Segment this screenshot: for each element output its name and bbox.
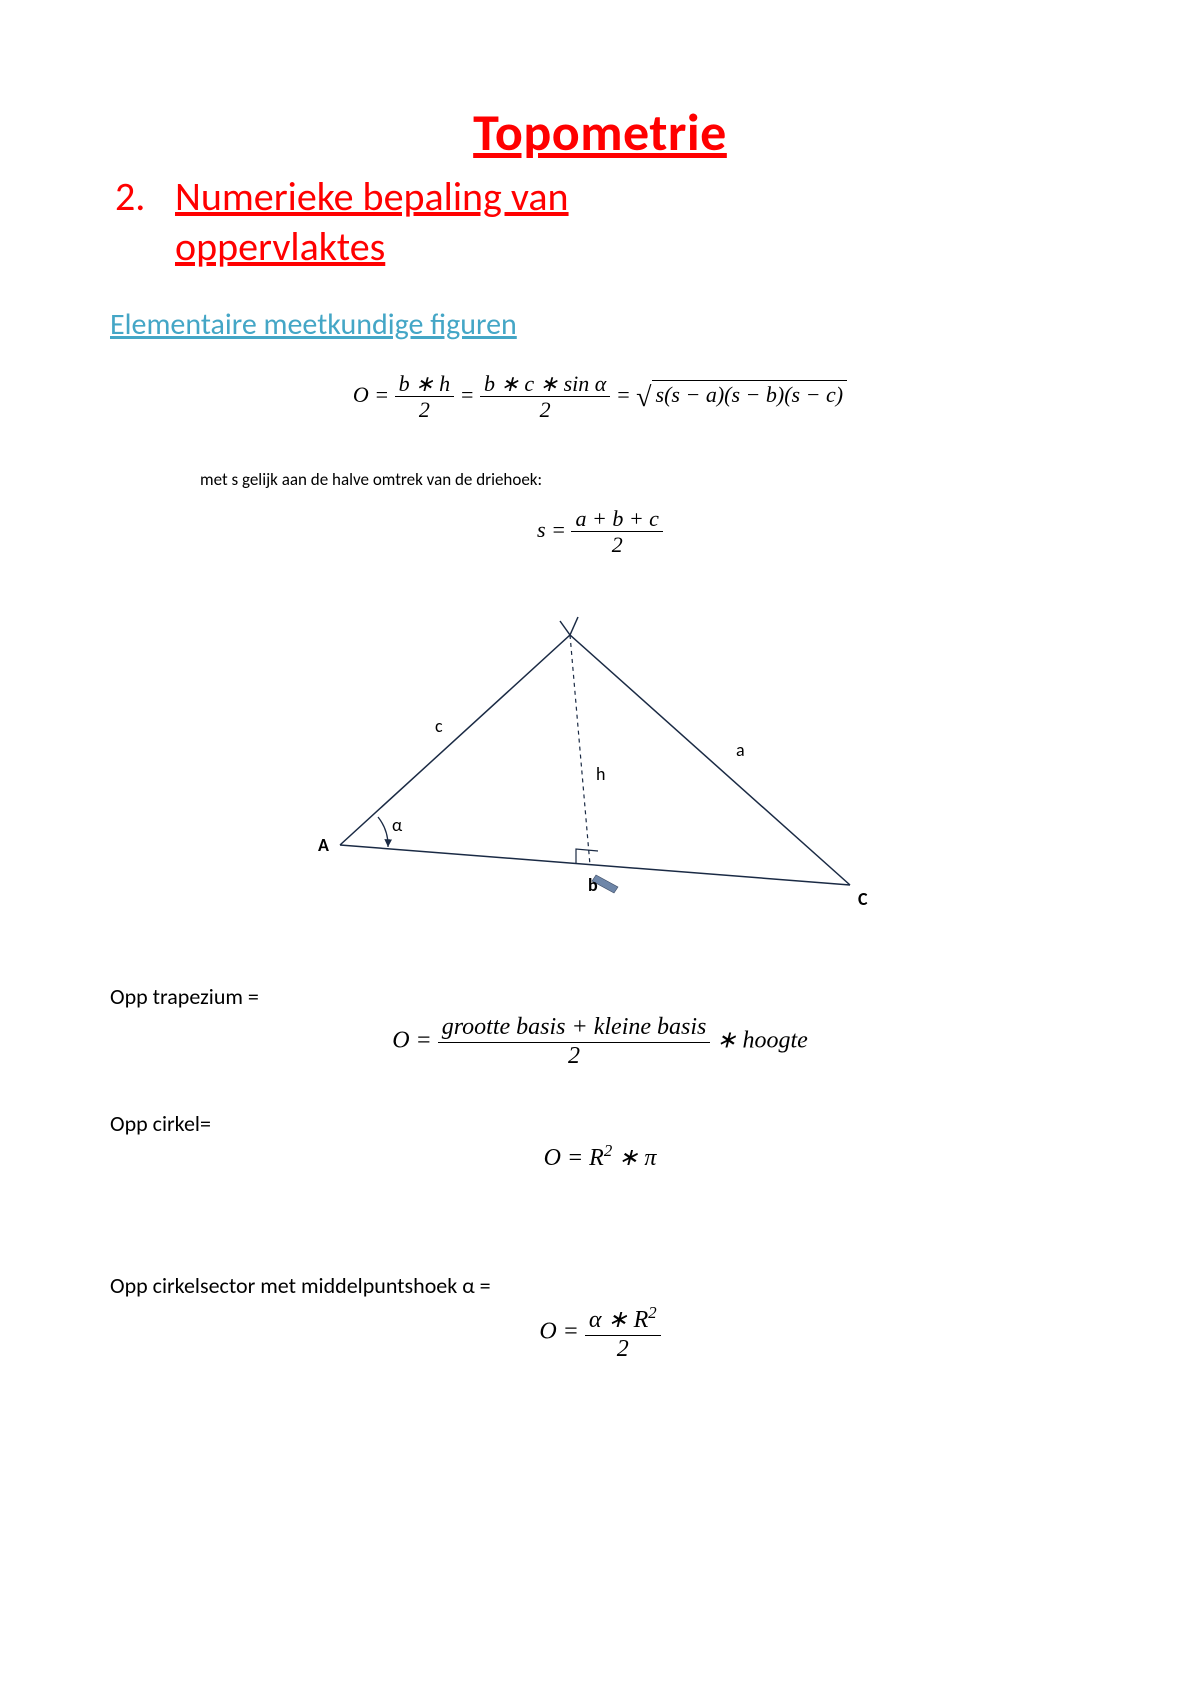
svg-text:A: A xyxy=(318,834,329,856)
triangle-diagram: A Cc a b h α xyxy=(110,595,1090,925)
svg-text:h: h xyxy=(596,763,605,785)
label-sector: Opp cirkelsector met middelpuntshoek α = xyxy=(110,1272,1090,1299)
sqrt-icon: √ xyxy=(636,382,651,413)
formula-trapezium: O = grootte basis + kleine basis 2 ∗ hoo… xyxy=(110,1014,1090,1070)
note-s-definition: met s gelijk aan de halve omtrek van de … xyxy=(200,469,1090,490)
svg-text:b: b xyxy=(588,874,598,896)
formula-circle: O = R2 ∗ π xyxy=(110,1141,1090,1172)
sector-frac: α ∗ R2 2 xyxy=(585,1303,661,1363)
sector-lead: O = xyxy=(539,1319,585,1345)
formula-sector: O = α ∗ R2 2 xyxy=(110,1303,1090,1363)
trap-tail: ∗ hoogte xyxy=(716,1028,807,1054)
heron-radicand: s(s − a)(s − b)(s − c) xyxy=(652,380,848,408)
section-heading: 2. Numerieke bepaling van xyxy=(110,172,1090,222)
subsection-heading: Elementaire meetkundige figuren xyxy=(110,306,1090,343)
heron-frac-bh2: b ∗ h 2 xyxy=(395,371,454,423)
heron-eq2: = xyxy=(616,382,636,407)
label-circle: Opp cirkel= xyxy=(110,1110,1090,1137)
heron-sqrt: √s(s − a)(s − b)(s − c) xyxy=(636,380,847,414)
s-frac: a + b + c 2 xyxy=(571,506,662,558)
page: Topometrie 2. Numerieke bepaling van opp… xyxy=(0,0,1200,1697)
trap-lead: O = xyxy=(392,1028,438,1054)
section-title-line2: oppervlaktes xyxy=(110,222,1090,272)
svg-text:a: a xyxy=(736,739,745,761)
heron-eq1: = xyxy=(460,382,480,407)
heron-lead: O = xyxy=(353,382,389,407)
section-number: 2. xyxy=(110,172,175,221)
s-lead: s = xyxy=(537,516,571,541)
section-title-line1: Numerieke bepaling van xyxy=(175,172,569,222)
svg-text:C: C xyxy=(858,888,868,910)
trap-frac: grootte basis + kleine basis 2 xyxy=(438,1014,711,1070)
heron-frac-bcsin: b ∗ c ∗ sin α 2 xyxy=(480,371,610,423)
triangle-svg: A Cc a b h α xyxy=(290,595,910,925)
formula-s: s = a + b + c 2 xyxy=(110,506,1090,558)
page-title: Topometrie xyxy=(110,100,1090,164)
label-trapezium: Opp trapezium = xyxy=(110,983,1090,1010)
svg-text:α: α xyxy=(392,814,403,836)
svg-text:c: c xyxy=(435,715,443,737)
formula-heron: O = b ∗ h 2 = b ∗ c ∗ sin α 2 = √s(s − a… xyxy=(110,371,1090,423)
